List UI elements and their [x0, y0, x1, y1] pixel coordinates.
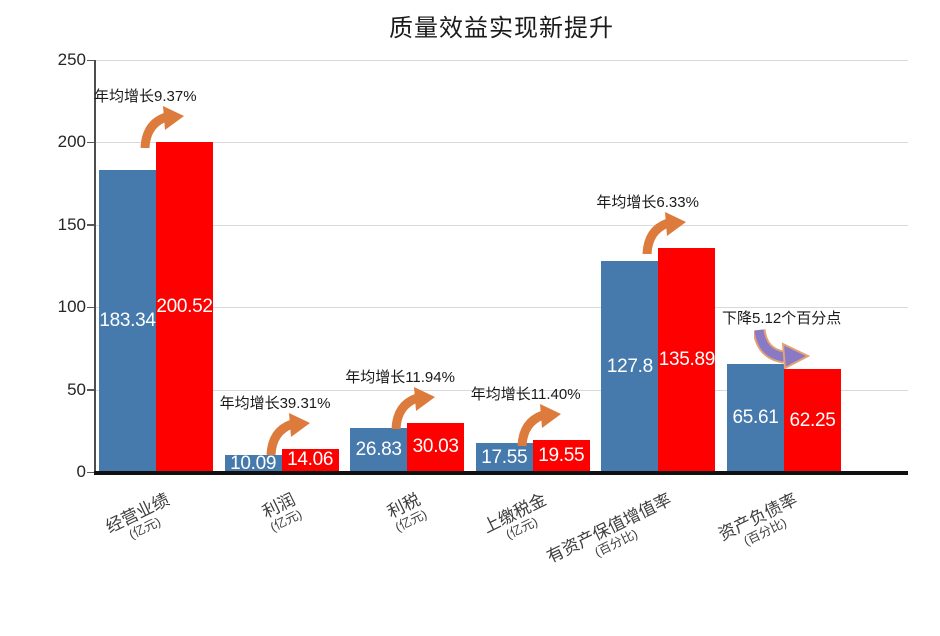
gridline-200 — [95, 142, 908, 144]
annotation-text: 年均增长9.37% — [94, 87, 197, 105]
y-tick-label-0: 0 — [76, 462, 86, 481]
growth-arrow-icon — [390, 385, 436, 436]
bar-value-label: 10.09 — [230, 452, 277, 474]
x-category-label: 利润 (亿元) — [259, 490, 304, 535]
y-tick-label-50: 50 — [67, 379, 86, 399]
gridline-250 — [95, 60, 908, 61]
gridline-50 — [95, 389, 908, 391]
bar-series_2-6 — [784, 369, 841, 472]
bar-value-label: 62.25 — [789, 409, 836, 431]
gridline-150 — [95, 224, 908, 226]
bar-value-label: 65.61 — [732, 406, 779, 428]
growth-arrow-icon — [139, 104, 185, 155]
annotation-text: 年均增长11.94% — [345, 368, 455, 386]
y-tick-mark-200 — [87, 141, 95, 144]
bar-series_1-2 — [224, 455, 282, 472]
growth-arrow-icon — [641, 210, 687, 261]
y-axis-line — [94, 60, 96, 472]
decline-arrow-icon — [752, 327, 812, 374]
bar-series_2-5 — [658, 248, 716, 472]
bar-series_2-1 — [156, 141, 213, 472]
x-category-label: 上缴税金 (亿元) — [480, 490, 556, 549]
bar-value-label: 127.8 — [606, 355, 653, 377]
bar-value-label: 135.89 — [658, 349, 716, 371]
bar-series_1-4 — [475, 443, 533, 472]
y-tick-mark-50 — [87, 389, 95, 391]
y-tick-mark-100 — [87, 306, 95, 309]
bar-value-label: 19.55 — [538, 444, 585, 466]
bar-value-label: 183.34 — [99, 309, 156, 331]
growth-arrow-icon — [516, 402, 562, 453]
chart-title: 质量效益实现新提升 — [389, 15, 614, 42]
annotation-text: 年均增长39.31% — [219, 394, 331, 412]
y-tick-mark-0 — [87, 471, 95, 473]
x-category-label: 资产负债率 (百分比) — [716, 490, 807, 557]
y-tick-label-200: 200 — [57, 132, 86, 152]
growth-arrow-icon — [265, 411, 311, 462]
y-tick-mark-250 — [87, 59, 95, 61]
y-tick-label-250: 250 — [57, 50, 86, 69]
bar-value-label: 200.52 — [156, 295, 213, 317]
bar-series_2-3 — [407, 422, 465, 472]
bar-value-label: 17.55 — [481, 446, 528, 468]
annotation-text: 年均增长11.40% — [470, 385, 581, 403]
bar-series_2-4 — [532, 439, 590, 472]
y-tick-label-100: 100 — [57, 297, 86, 317]
x-category-label: 有资产保值增值率 (百分比) — [544, 490, 681, 579]
x-axis-line — [94, 471, 908, 475]
y-tick-label-150: 150 — [57, 214, 86, 234]
bar-value-label: 26.83 — [355, 438, 402, 460]
y-tick-mark-150 — [87, 224, 95, 226]
x-category-label: 利税 (亿元) — [385, 490, 430, 535]
bar-series_1-6 — [727, 363, 784, 472]
annotation-text: 下降5.12个百分点 — [722, 309, 842, 327]
annotation-text: 年均增长6.33% — [596, 194, 699, 212]
gridline-100 — [95, 307, 908, 309]
x-category-label: 经营业绩 (亿元) — [103, 490, 179, 549]
bar-series_1-5 — [601, 261, 659, 472]
bar-series_2-2 — [281, 448, 339, 472]
bar-series_1-1 — [99, 169, 156, 472]
bar-value-label: 30.03 — [412, 436, 459, 458]
bar-value-label: 14.06 — [287, 449, 334, 471]
bar-series_1-3 — [350, 427, 408, 472]
